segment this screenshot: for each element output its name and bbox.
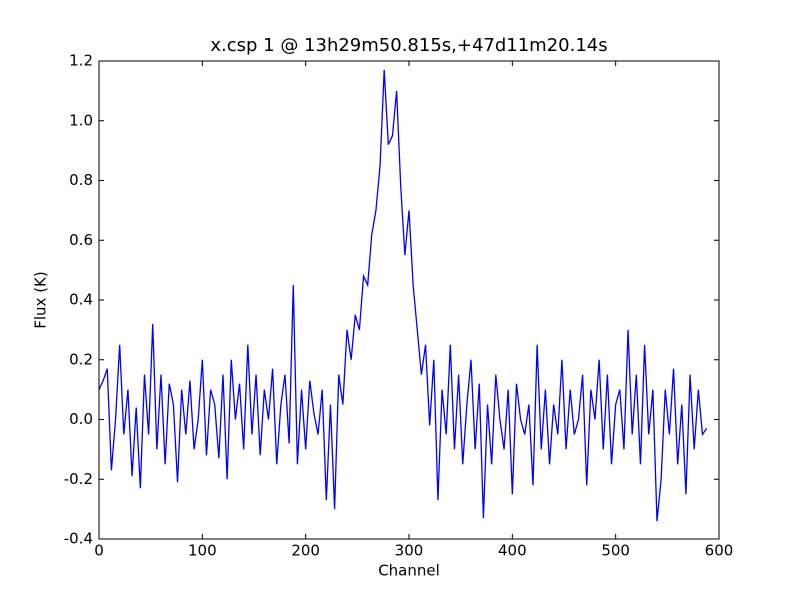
chart-title: x.csp 1 @ 13h29m50.815s,+47d11m20.14s (210, 35, 607, 56)
y-tick-label: 0.0 (69, 410, 93, 428)
y-tick-label: -0.4 (64, 530, 93, 548)
y-tick-label: 1.0 (69, 111, 93, 129)
x-tick-label: 200 (291, 542, 320, 560)
data-line (98, 69, 708, 522)
x-tick-label: 500 (601, 542, 630, 560)
x-tick-label: 100 (188, 542, 217, 560)
y-tick-label: 0.4 (69, 291, 93, 309)
y-tick-label: 1.2 (69, 52, 93, 70)
x-axis-label: Channel (378, 562, 440, 580)
x-tick-label: 300 (395, 542, 424, 560)
y-tick-label: -0.2 (64, 470, 93, 488)
y-tick-label: 0.2 (69, 350, 93, 368)
x-tick-label: 600 (705, 542, 734, 560)
x-tick-label: 0 (94, 542, 104, 560)
y-tick-label: 0.6 (69, 231, 93, 249)
x-tick-label: 400 (498, 542, 527, 560)
y-axis-label: Flux (K) (32, 271, 50, 329)
y-tick-label: 0.8 (69, 171, 93, 189)
